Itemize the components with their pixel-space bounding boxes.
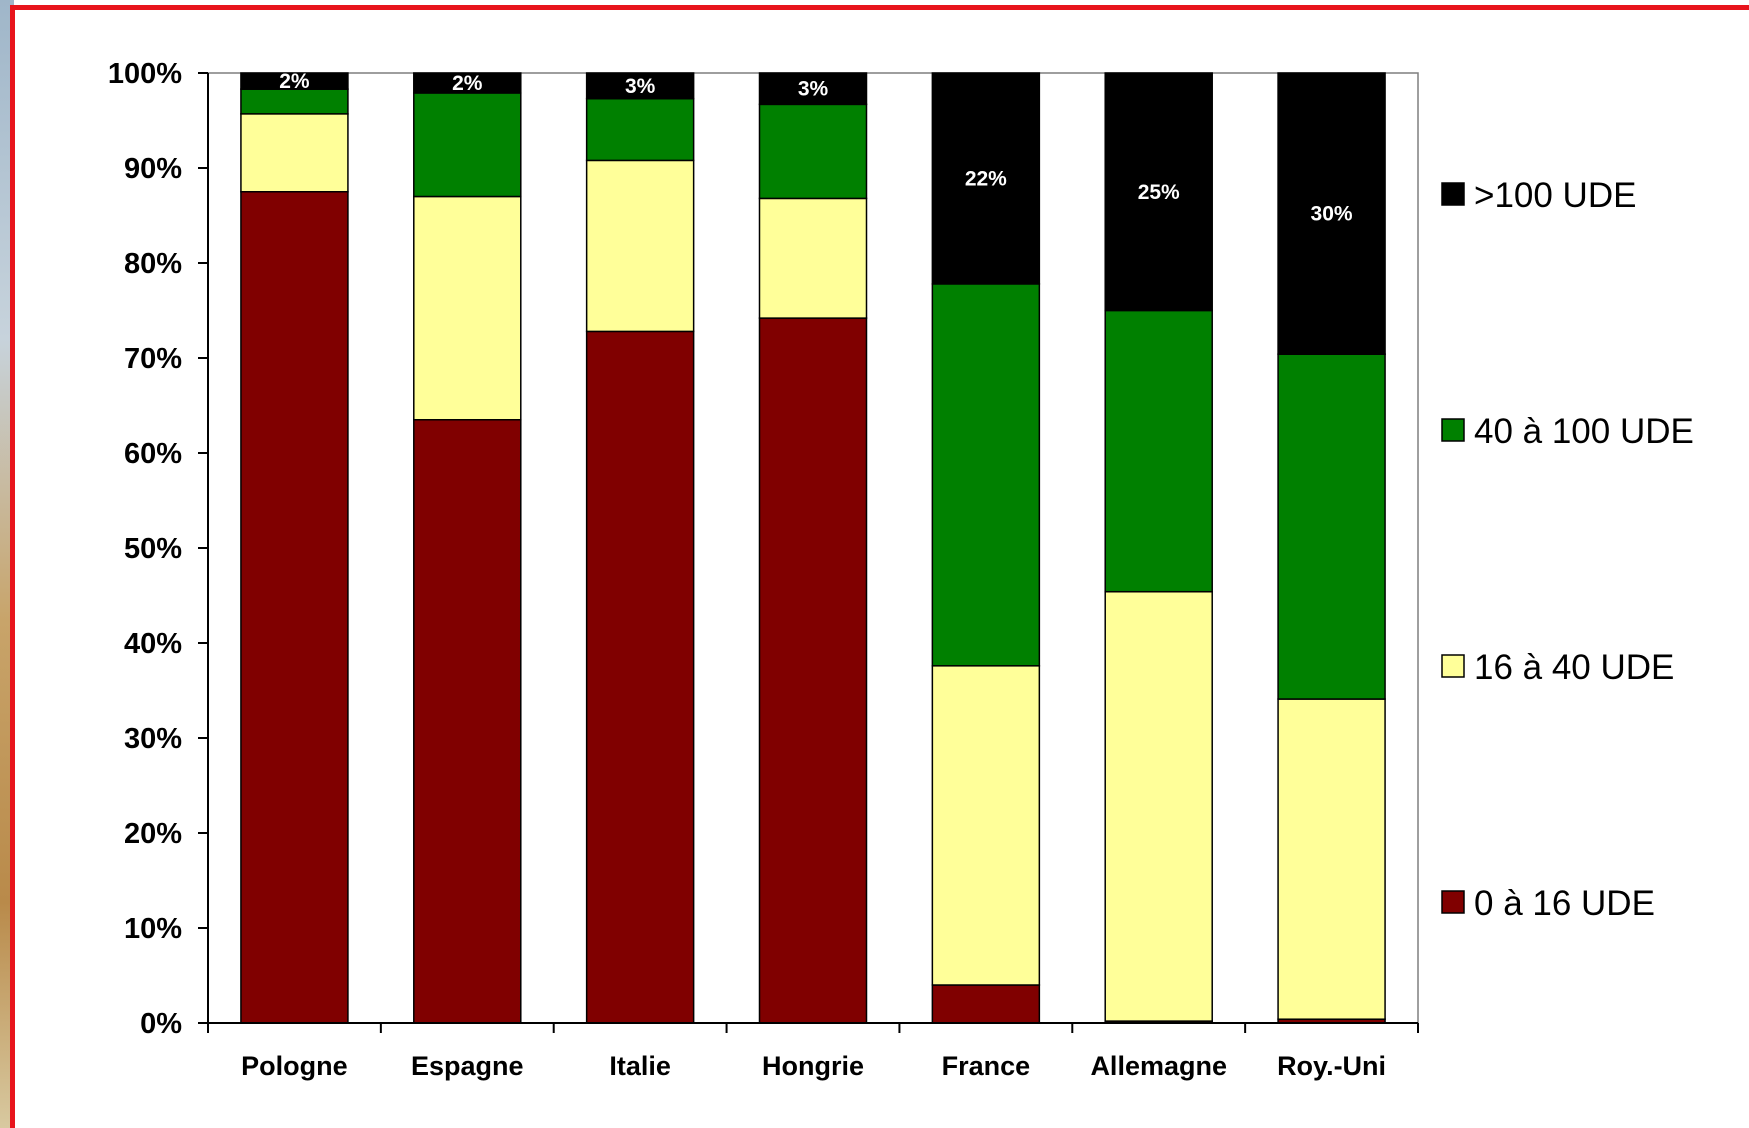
bar-allemagne-series-1 [1104,590,1213,1022]
bar-pologne-series-0 [240,191,349,1024]
bar-espagne-series-3 [413,72,522,94]
bar-espagne-series-1 [413,195,522,421]
y-tick-label: 70% [124,343,182,375]
x-tick-label: Pologne [241,1051,348,1081]
legend: >100 UDE 40 à 100 UDE 16 à 40 UDE 0 à 16 UD… [1441,176,1694,923]
bar-hongrie-series-1 [758,197,868,319]
legend-swatch [1441,890,1465,914]
legend-swatch [1441,418,1465,442]
legend-label: 0 à 16 UDE [1474,884,1655,923]
y-tick-label: 100% [108,58,182,90]
bar-roy-uni-series-1 [1277,698,1386,1020]
legend-swatch [1441,654,1465,678]
y-tick-label: 50% [124,533,182,565]
x-tick-label: Espagne [411,1051,524,1081]
bar-hongrie-series-2 [758,103,868,200]
x-tick-label: Hongrie [762,1051,864,1081]
bar-italie-series-3 [585,72,695,100]
bars-group: 2% 2% 3% 3% 22% 25% 30% [240,70,1386,1024]
y-tick-label: 0% [140,1008,182,1040]
y-tick-label: 40% [124,628,182,660]
y-tick-label: 10% [124,913,182,945]
data-label: 3% [798,78,829,101]
bar-italie-series-1 [585,159,695,333]
x-tick-label: France [942,1051,1031,1081]
data-label: 22% [965,167,1007,190]
bar-france-series-2 [931,283,1041,667]
data-label: 3% [625,75,656,98]
bar-roy-uni-series-3 [1277,72,1386,355]
bar-roy-uni-series-2 [1277,353,1386,700]
bar-pologne-series-3 [240,72,349,90]
y-tick-label: 80% [124,248,182,280]
data-label: 2% [452,72,483,95]
bar-hongrie-series-3 [758,72,868,106]
bar-france-series-0 [931,984,1041,1024]
legend-label: 40 à 100 UDE [1474,412,1694,451]
bar-espagne-series-0 [413,419,522,1024]
bar-italie-series-2 [585,97,695,162]
x-tick-label: Allemagne [1090,1051,1227,1081]
data-label: 30% [1311,203,1353,226]
bar-pologne-series-2 [240,88,349,115]
bar-espagne-series-2 [413,92,522,198]
bar-pologne-series-1 [240,113,349,193]
bar-hongrie-series-0 [758,317,868,1024]
y-tick-label: 90% [124,153,182,185]
y-tick-label: 60% [124,438,182,470]
bar-italie-series-0 [585,330,695,1024]
legend-swatch [1441,182,1465,206]
x-tick-label: Italie [609,1051,671,1081]
legend-label: >100 UDE [1474,176,1636,215]
axes-group: Pologne Espagne Italie Hongrie France Allemag… [108,58,1419,1081]
y-tick-label: 20% [124,818,182,850]
bar-allemagne-series-3 [1104,72,1213,312]
y-tick-label: 30% [124,723,182,755]
bar-france-series-1 [931,665,1041,986]
x-tick-label: Roy.-Uni [1277,1051,1386,1081]
data-label: 2% [279,70,310,93]
legend-label: 16 à 40 UDE [1474,648,1674,687]
data-label: 25% [1138,181,1180,204]
bar-france-series-3 [931,72,1041,285]
bar-allemagne-series-2 [1104,309,1213,593]
